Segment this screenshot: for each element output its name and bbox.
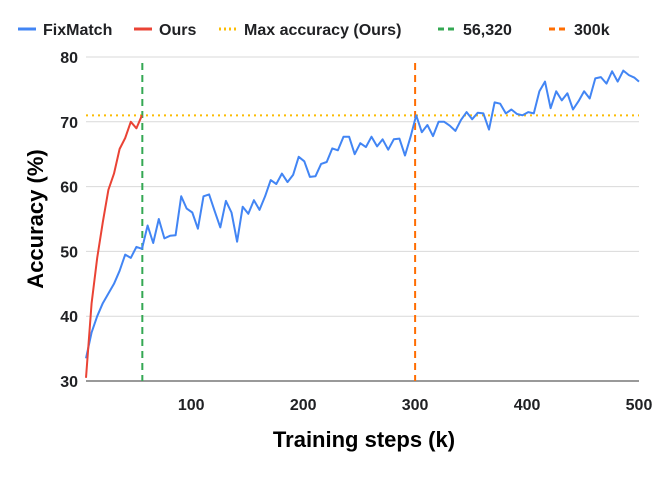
y-tick-label: 70 — [60, 115, 78, 132]
series-lines — [85, 69, 640, 378]
y-axis-ticks: 30 40 50 60 70 80 — [60, 50, 78, 391]
legend-label: 300k — [574, 22, 610, 39]
x-axis-title: Training steps (k) — [273, 427, 455, 452]
y-tick-label: 50 — [60, 244, 78, 261]
x-tick-label: 100 — [178, 397, 205, 414]
legend-label: Ours — [159, 22, 196, 39]
legend-label: 56,320 — [463, 22, 512, 39]
y-tick-label: 80 — [60, 50, 78, 67]
legend-label: FixMatch — [43, 22, 112, 39]
y-tick-label: 40 — [60, 309, 78, 326]
x-tick-label: 200 — [290, 397, 317, 414]
series-line-1 — [85, 114, 143, 378]
gridlines — [86, 56, 639, 382]
legend: FixMatch Ours Max accuracy (Ours) 56,320 300… — [18, 22, 610, 39]
y-tick-label: 60 — [60, 180, 78, 197]
x-axis-ticks: 100 200 300 400 500 — [178, 397, 653, 414]
y-axis-title: Accuracy (%) — [23, 149, 48, 288]
series-line-0 — [85, 69, 640, 359]
legend-label: Max accuracy (Ours) — [244, 22, 401, 39]
x-tick-label: 300 — [402, 397, 429, 414]
y-tick-label: 30 — [60, 374, 78, 391]
x-tick-label: 500 — [626, 397, 653, 414]
x-tick-label: 400 — [514, 397, 541, 414]
